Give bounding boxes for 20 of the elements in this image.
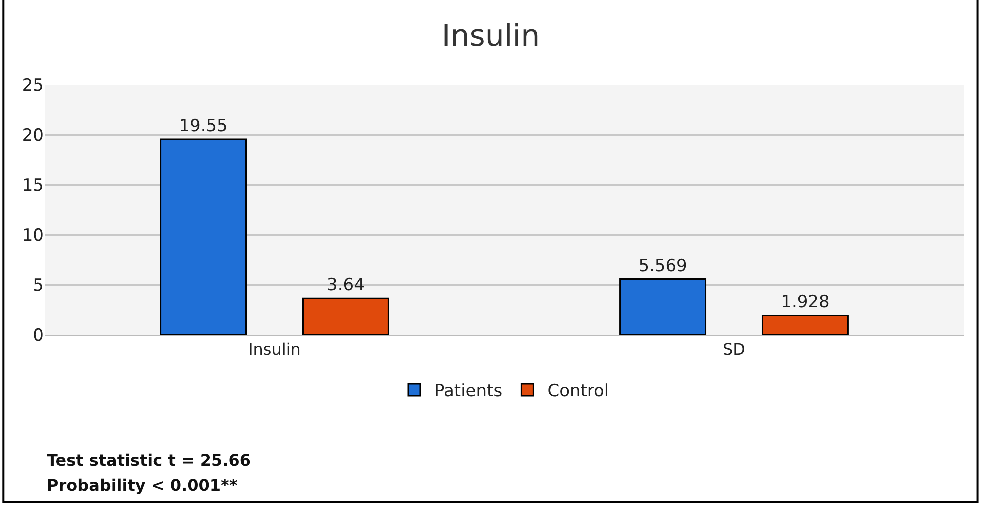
bar — [160, 138, 248, 335]
text: Test statistic t = 25.66 — [47, 451, 251, 470]
y-tick-label: 0 — [33, 326, 44, 346]
y-tick-label: 15 — [22, 176, 44, 196]
bar — [620, 278, 707, 335]
legend-label: Control — [548, 382, 610, 402]
data-label: 19.55 — [179, 116, 228, 136]
y-tick-label: 25 — [22, 76, 44, 96]
legend-label: Patients — [434, 382, 503, 402]
bar — [762, 314, 849, 335]
data-label: 3.64 — [327, 276, 365, 296]
x-tick-label: SD — [723, 340, 746, 360]
y-tick-label: 20 — [22, 126, 44, 146]
chart-title: Insulin — [442, 19, 540, 54]
y-tick-label: 10 — [22, 226, 44, 246]
text: Probability < 0.001** — [47, 476, 238, 495]
data-label: 1.928 — [781, 292, 830, 313]
data-label: 5.569 — [638, 256, 688, 276]
y-tick-label: 5 — [33, 276, 44, 296]
bar — [302, 298, 390, 335]
